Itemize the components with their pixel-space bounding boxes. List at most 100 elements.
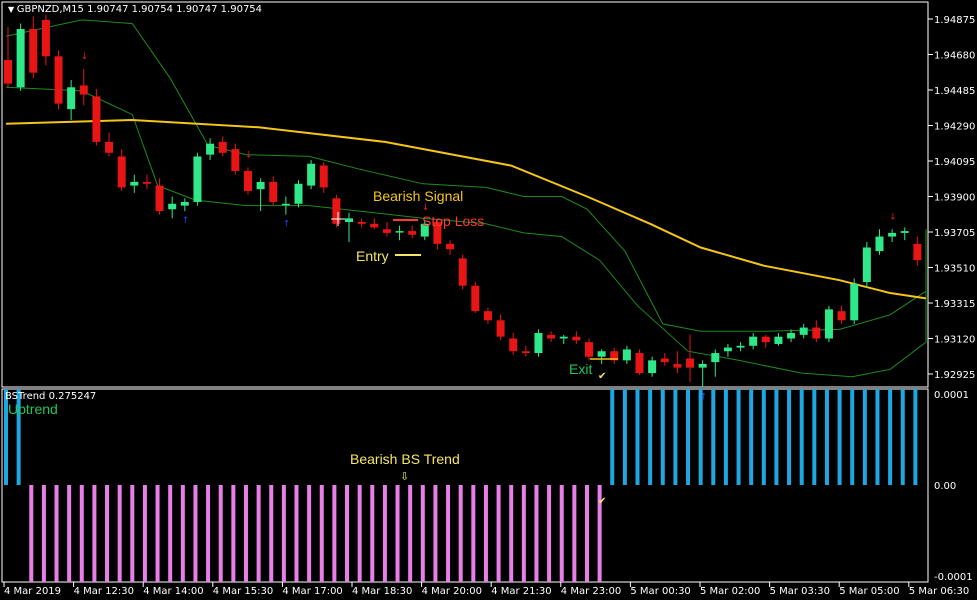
candle-body <box>584 342 593 357</box>
candle-body <box>446 243 455 250</box>
candle <box>180 198 189 212</box>
trend-bar-down <box>584 485 589 582</box>
candle-body <box>711 353 720 363</box>
up-arrow-icon: ↑ <box>182 216 190 226</box>
candle <box>572 331 581 344</box>
time-tick-label: 4 Mar 17:00 <box>282 586 342 597</box>
candle-body <box>559 336 568 339</box>
trend-bar-down <box>433 485 438 582</box>
candle <box>319 161 328 193</box>
price-axis: 1.94875 1.94680 1.94485 1.94290 1.94095 1.939… <box>928 15 975 381</box>
main-panel-frame <box>1 1 929 388</box>
trend-bar-down <box>130 485 135 582</box>
trend-bar-down <box>281 485 286 582</box>
trend-bar-down <box>370 485 375 582</box>
trend-bar-down <box>471 485 476 582</box>
candle-body <box>370 223 379 228</box>
time-tick-label: 5 Mar 02:00 <box>700 586 760 597</box>
candle-body <box>117 156 126 188</box>
trend-tick-label: 0.0001 <box>934 390 969 401</box>
time-tick-label: 5 Mar 03:30 <box>770 586 830 597</box>
candle-body <box>483 311 492 321</box>
trend-bar-up <box>610 389 615 485</box>
candle <box>29 16 38 79</box>
trend-tick-label: -0.0001 <box>934 572 973 583</box>
candle-body <box>736 345 745 348</box>
trend-bar-down <box>155 485 160 582</box>
candle-body <box>332 198 341 224</box>
candle-body <box>41 19 50 57</box>
trend-bar-down <box>218 485 223 582</box>
candle-body <box>408 231 417 235</box>
candle-body <box>698 363 707 368</box>
trend-bar-down <box>521 485 526 582</box>
candle <box>256 178 265 212</box>
lines-layer <box>5 19 927 378</box>
trend-bar-up <box>660 389 665 485</box>
trend-bar-up <box>824 389 829 485</box>
candle-body <box>67 87 76 110</box>
time-tick-label: 4 Mar 20:00 <box>422 586 482 597</box>
candle-body <box>761 336 770 343</box>
candle-body <box>673 363 682 368</box>
trend-bar-down <box>231 485 236 582</box>
candle-body <box>862 247 871 283</box>
candle <box>837 305 846 324</box>
trend-bar-down <box>420 485 425 582</box>
trend-bar-down <box>105 485 110 582</box>
time-tick-label: 4 Mar 23:00 <box>561 586 621 597</box>
candle-body <box>610 351 619 361</box>
candle <box>281 196 290 215</box>
candle <box>307 160 316 190</box>
chart-header: ▼ GBPNZD,M15 1.90747 1.90754 1.90747 1.9… <box>8 4 262 15</box>
time-tick-label: 5 Mar 00:30 <box>630 586 690 597</box>
trend-bar-up <box>862 389 867 485</box>
candle-body <box>547 334 556 339</box>
candle-body <box>92 96 101 142</box>
candle-body <box>319 165 328 188</box>
price-tick-label: 1.93900 <box>934 193 975 204</box>
trend-bar-up <box>837 389 842 485</box>
candle-body <box>193 156 202 202</box>
trend-bar-down <box>357 485 362 582</box>
candle <box>332 194 341 228</box>
trend-check-icon: ✔ <box>598 496 606 507</box>
candle-body <box>837 311 846 321</box>
candle <box>142 174 151 190</box>
candle <box>660 353 669 366</box>
candle <box>92 89 101 146</box>
trend-bar-down <box>243 485 248 582</box>
trend-bar-down <box>256 485 261 582</box>
candle <box>79 69 88 106</box>
candle <box>900 227 909 241</box>
candle <box>408 225 417 239</box>
trend-bar-down <box>269 485 274 582</box>
candles-layer <box>4 14 922 388</box>
price-tick-label: 1.93120 <box>934 335 975 346</box>
trend-bar-down <box>509 485 514 582</box>
trend-axis: 0.0001 0.00 -0.0001 <box>934 390 973 583</box>
trend-bar-up <box>648 389 653 485</box>
trend-bar-down <box>559 485 564 582</box>
trend-bar-down <box>206 485 211 582</box>
candle-body <box>243 171 252 192</box>
candle-body <box>29 29 38 73</box>
candle <box>635 349 644 375</box>
candle <box>584 338 593 361</box>
moving-average-line <box>5 118 927 300</box>
time-tick-label: 4 Mar 15:30 <box>213 586 273 597</box>
candle-body <box>635 353 644 374</box>
candle-body <box>900 231 909 233</box>
price-tick-label: 1.92925 <box>934 370 975 381</box>
candle-body <box>496 320 505 337</box>
trend-bar-down <box>547 485 552 582</box>
candle <box>812 320 821 343</box>
trend-bar-down <box>294 485 299 582</box>
time-axis: 4 Mar 2019 4 Mar 12:30 4 Mar 14:00 4 Mar 15… <box>3 582 969 597</box>
trend-bar-up <box>673 389 678 485</box>
annotation-entry: Entry <box>356 248 389 264</box>
price-tick-label: 1.93705 <box>934 228 975 239</box>
candle <box>559 334 568 344</box>
trend-bar-up <box>913 389 918 485</box>
